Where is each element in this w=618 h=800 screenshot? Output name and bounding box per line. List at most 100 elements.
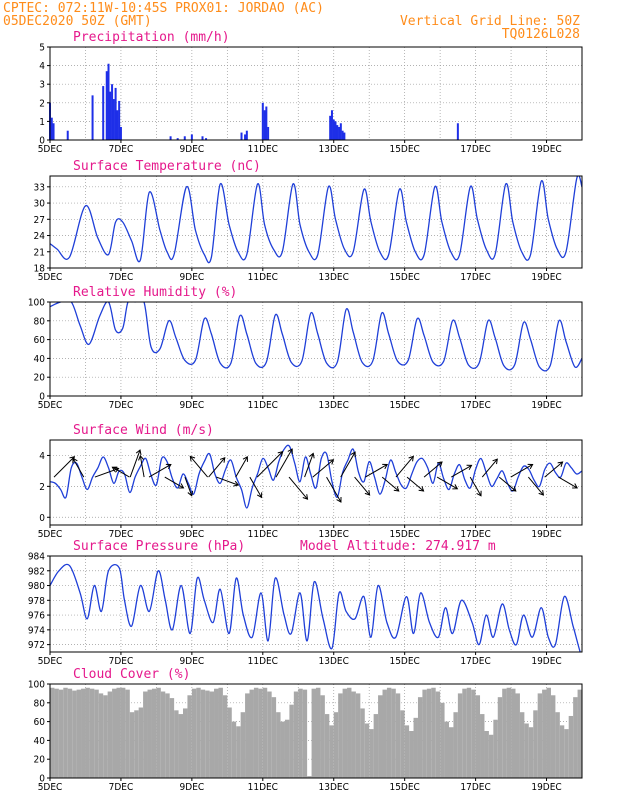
wind-xtick-label: 7DEC <box>109 529 134 540</box>
wind-arrow-head <box>557 461 564 467</box>
precip-bar <box>329 115 332 140</box>
cloud-bar <box>151 688 157 778</box>
cloud-bar <box>222 695 228 778</box>
cloud-bar <box>395 693 401 778</box>
cloud-bar <box>112 688 117 778</box>
cloud-bar <box>81 688 86 778</box>
cloud-bar <box>329 725 334 778</box>
rh-series-line <box>50 302 582 372</box>
wind-xtick-label: 15DEC <box>389 529 419 540</box>
precip-bar <box>330 110 333 140</box>
precip-xtick-label: 17DEC <box>460 144 490 155</box>
cloud-bar <box>227 707 232 778</box>
precip-bar <box>263 110 266 140</box>
precip-bar <box>456 123 459 140</box>
rh-xtick-label: 15DEC <box>389 400 419 411</box>
wind-arrow-head <box>364 489 371 496</box>
cloud-cover-panel: 0 20 40 60 80 100 5DEC 7DEC 9DEC 11DEC 13DEC 15DEC 1… <box>28 667 583 793</box>
cloud-bar <box>413 717 418 778</box>
wind-arrow-head <box>510 486 517 492</box>
wind-direction-arrow <box>558 476 578 489</box>
wind-xtick-label: 5DEC <box>38 529 63 540</box>
wind-direction-arrow <box>406 476 424 492</box>
precip-bar <box>201 136 204 140</box>
cloud-bar <box>50 687 55 778</box>
precip-bar <box>338 126 341 140</box>
cloud-ytick-label: 80 <box>34 698 46 709</box>
cloud-frame <box>49 683 583 779</box>
cloud-bar <box>72 690 77 778</box>
wind-direction-arrow <box>249 476 262 498</box>
cloud-bar <box>156 687 161 778</box>
wind-direction-arrow <box>469 476 482 497</box>
header-date: 05DEC2020 50Z (GMT) <box>3 14 152 29</box>
cloud-xtick-label: 5DEC <box>38 782 63 793</box>
wind-arrow-head <box>350 451 356 458</box>
cloud-bar <box>316 687 321 778</box>
cloud-bar <box>422 689 427 778</box>
cloud-bar <box>364 723 370 778</box>
precip-ytick-label: 2 <box>39 98 45 109</box>
precip-ytick-label: 0 <box>39 136 45 147</box>
precip-bar <box>114 87 117 140</box>
pres-xtick-label: 17DEC <box>460 656 490 667</box>
cloud-bar <box>178 714 183 778</box>
cloud-bar <box>63 687 68 778</box>
precip-xtick-label: 11DEC <box>248 144 278 155</box>
cloud-bar <box>165 693 170 778</box>
pres-xtick-label: 5DEC <box>38 656 63 667</box>
precip-bar <box>118 100 121 140</box>
cloud-bar <box>533 710 538 778</box>
precip-bar <box>111 84 114 140</box>
cloud-xtick-label: 9DEC <box>180 782 205 793</box>
wind-direction-arrow <box>216 476 239 486</box>
cloud-bar <box>231 721 237 778</box>
cloud-bar <box>417 697 423 778</box>
cloud-bar <box>311 688 316 778</box>
cloud-bar <box>386 687 392 778</box>
wind-arrow-head <box>135 449 142 456</box>
cloud-bar <box>293 691 299 778</box>
wind-direction-arrow <box>256 451 283 478</box>
precip-bar <box>245 130 248 140</box>
pres-xtick-label: 19DEC <box>531 656 561 667</box>
cloud-bar <box>187 695 192 778</box>
cloud-bar <box>169 698 175 778</box>
wind-direction-arrow <box>94 468 119 478</box>
cloud-bar <box>577 689 582 778</box>
cloud-bar <box>564 729 569 778</box>
cloud-bar <box>524 723 529 778</box>
temp-ytick-label: 30 <box>34 199 46 210</box>
precip-bar <box>240 132 243 140</box>
wind-direction-arrow <box>527 476 544 496</box>
precip-bar <box>50 117 53 140</box>
wind-direction-arrow <box>312 459 334 478</box>
wind-direction-arrow <box>365 464 388 478</box>
rh-xtick-label: 19DEC <box>531 400 561 411</box>
wind-arrow-head <box>113 467 120 473</box>
rh-xtick-label: 9DEC <box>180 400 205 411</box>
cloud-ytick-label: 100 <box>28 680 45 691</box>
pres-ytick-label: 980 <box>28 581 45 592</box>
cloud-bar <box>355 693 361 778</box>
wind-arrow-head <box>277 450 284 457</box>
pres-frame <box>49 555 583 653</box>
wind-direction-arrow <box>275 448 293 478</box>
cloud-bar <box>320 695 325 778</box>
wind-panel: 0 2 4 5DEC 7DEC 9DEC 11DEC 13DEC 15DEC 17DEC 19DEC… <box>38 423 583 540</box>
cloud-xtick-label: 19DEC <box>531 782 561 793</box>
wind-arrow-head <box>393 486 400 492</box>
temp-title: Surface Temperature (nC) <box>73 159 261 174</box>
precip-ytick-label: 1 <box>39 117 45 128</box>
wind-direction-arrow <box>139 455 145 478</box>
cloud-bar <box>249 689 254 778</box>
precipitation-panel: 0 1 2 3 4 5 5DEC 7DEC 9DEC 11DEC 13DEC 15DEC 17DEC 19… <box>38 30 583 155</box>
precip-xtick-label: 19DEC <box>531 144 561 155</box>
cloud-bar <box>347 687 352 778</box>
cloud-bar <box>116 687 121 778</box>
wind-xtick-label: 19DEC <box>531 529 561 540</box>
wind-direction-arrow <box>304 453 314 478</box>
temp-xtick-label: 19DEC <box>531 272 561 283</box>
wind-arrow-head <box>382 463 389 470</box>
wind-arrow-head <box>302 494 309 500</box>
